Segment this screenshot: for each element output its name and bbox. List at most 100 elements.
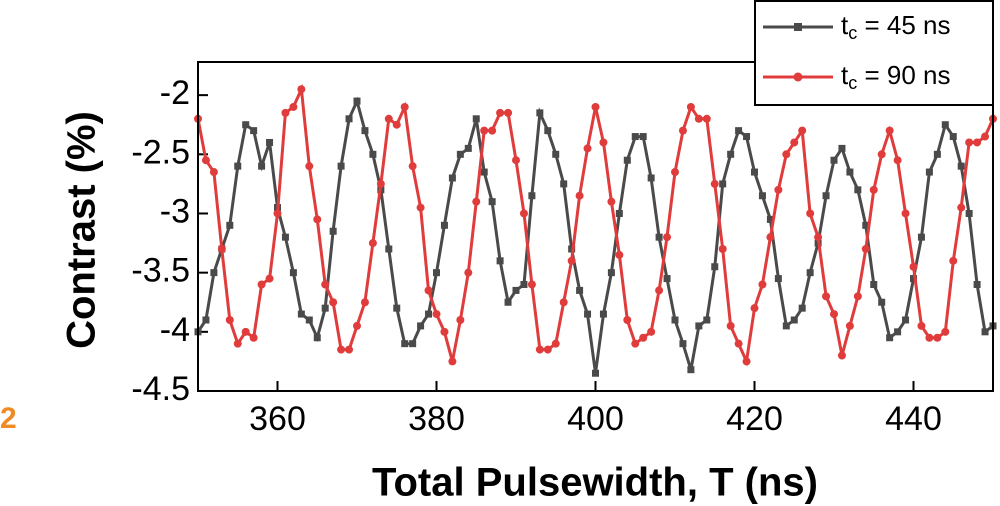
point	[877, 150, 886, 159]
point	[949, 133, 957, 141]
point	[830, 310, 838, 319]
point	[734, 339, 743, 348]
point	[241, 327, 250, 336]
point	[615, 250, 624, 259]
point	[504, 298, 512, 306]
point	[448, 174, 456, 182]
point	[528, 192, 536, 200]
point	[846, 168, 854, 176]
point	[297, 310, 305, 318]
point	[321, 280, 330, 289]
point	[552, 150, 560, 158]
point	[544, 127, 552, 135]
point	[321, 304, 329, 312]
legend-marker	[794, 23, 802, 31]
point	[933, 333, 942, 342]
point	[433, 269, 440, 277]
point	[957, 162, 965, 170]
point	[782, 150, 791, 159]
panel-label: 2	[0, 402, 17, 435]
y-tick-label: -2.5	[131, 133, 190, 171]
point	[774, 275, 782, 283]
point	[655, 233, 663, 241]
point	[535, 345, 544, 354]
point	[345, 345, 354, 354]
point	[337, 162, 345, 170]
point	[496, 257, 504, 265]
point	[281, 233, 289, 241]
point	[615, 209, 623, 217]
point	[456, 315, 465, 324]
y-tick-label: -3	[160, 192, 190, 230]
point	[209, 168, 218, 177]
point	[806, 209, 815, 218]
x-tick-label: 360	[249, 400, 306, 438]
point	[830, 156, 838, 164]
point	[687, 366, 695, 374]
point	[273, 209, 282, 218]
point	[392, 120, 401, 129]
point	[368, 239, 377, 248]
point	[702, 114, 711, 123]
point	[822, 292, 831, 301]
point	[894, 328, 902, 336]
point	[663, 233, 672, 242]
y-tick-label: -2	[160, 74, 190, 112]
point	[623, 156, 631, 164]
point	[448, 357, 457, 366]
point	[735, 127, 743, 135]
point	[496, 108, 505, 117]
point	[250, 127, 258, 135]
y-tick-label: -3.5	[131, 252, 190, 290]
point	[440, 221, 448, 229]
x-tick-label: 440	[885, 400, 942, 438]
point	[941, 327, 950, 336]
point	[623, 315, 632, 324]
point	[790, 316, 798, 324]
point	[853, 292, 862, 301]
point	[933, 150, 941, 158]
point	[806, 269, 814, 277]
point	[281, 108, 290, 117]
point	[790, 138, 799, 147]
point	[751, 168, 758, 176]
point	[583, 144, 592, 153]
legend-label: tc = 45 ns	[841, 10, 950, 43]
point	[456, 150, 464, 158]
point	[671, 168, 679, 177]
point	[814, 233, 823, 242]
point	[678, 126, 687, 135]
point	[973, 138, 982, 147]
y-tick-label: -4	[160, 311, 190, 349]
point	[480, 126, 489, 135]
point	[464, 144, 472, 152]
point	[743, 133, 751, 141]
point	[393, 304, 401, 312]
series-line	[196, 83, 995, 367]
point	[233, 339, 242, 348]
point	[663, 275, 671, 283]
point	[217, 244, 226, 253]
point	[369, 150, 377, 158]
point	[265, 274, 274, 283]
point	[878, 298, 886, 306]
point	[727, 150, 735, 158]
point	[766, 215, 774, 223]
point	[536, 109, 544, 117]
point	[519, 209, 528, 218]
x-axis-label: Total Pulsewidth, T (ns)	[372, 461, 818, 505]
point	[543, 345, 552, 354]
point	[909, 262, 918, 271]
point	[957, 203, 966, 212]
point	[886, 334, 894, 342]
point	[512, 156, 520, 165]
point	[337, 345, 346, 354]
legend-label: tc = 90 ns	[841, 60, 950, 93]
legend-box	[754, 0, 994, 106]
point	[599, 138, 608, 147]
point	[686, 102, 695, 111]
point	[647, 327, 656, 336]
x-tick-label: 380	[408, 400, 465, 438]
point	[202, 316, 210, 324]
point	[902, 316, 910, 324]
